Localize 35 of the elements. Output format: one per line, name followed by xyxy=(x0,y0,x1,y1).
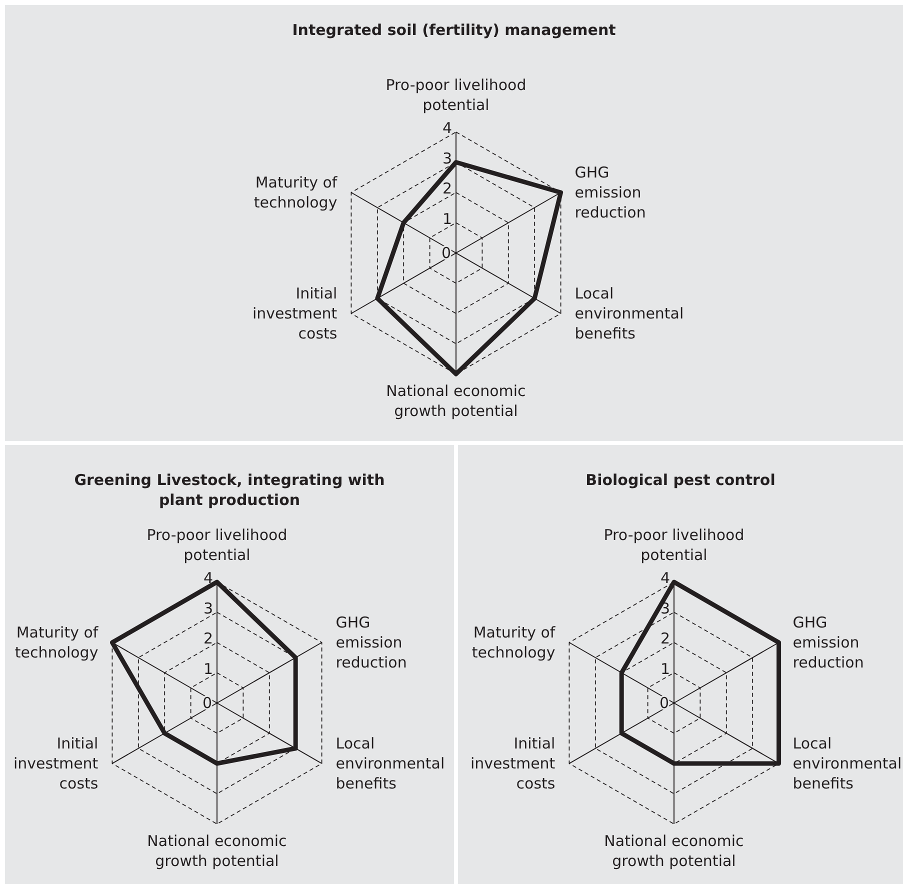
spoke-label: Initial investment costs xyxy=(252,284,338,342)
y-tick-label: 0 xyxy=(659,694,669,712)
spoke-label: Maturity of technology xyxy=(14,624,99,662)
spoke-label: Initial investment costs xyxy=(13,734,98,792)
spoke-label: National economic growth potential xyxy=(147,832,287,870)
spoke-label: Maturity of technology xyxy=(254,174,338,212)
spoke-label: Local environmental benefits xyxy=(792,734,902,792)
y-tick-label: 1 xyxy=(660,660,670,678)
spoke-label: Pro-poor livelihood potential xyxy=(386,76,526,114)
spoke-label: National economic growth potential xyxy=(604,832,744,870)
y-tick-label: 4 xyxy=(442,119,452,137)
spoke-label: Local environmental benefits xyxy=(336,734,445,792)
spoke-label: National economic growth potential xyxy=(386,382,526,420)
y-tick-label: 2 xyxy=(203,630,213,648)
y-tick-label: 2 xyxy=(660,630,670,648)
chart-title: Integrated soil (fertility) management xyxy=(292,21,616,39)
spoke-label: GHG emission reduction xyxy=(792,614,864,672)
y-tick-label: 0 xyxy=(202,694,212,712)
spoke-label: Pro-poor livelihood potential xyxy=(604,526,744,564)
y-tick-label: 0 xyxy=(441,244,451,262)
y-tick-label: 4 xyxy=(203,569,213,587)
y-tick-label: 4 xyxy=(660,569,670,587)
chart-title: Greening Livestock, integrating with plant production xyxy=(74,471,385,509)
y-tick-label: 3 xyxy=(442,149,452,168)
spoke-label: Pro-poor livelihood potential xyxy=(146,526,288,564)
spoke-label: Local environmental benefits xyxy=(574,284,684,342)
y-tick-label: 1 xyxy=(442,210,452,228)
spoke-label: Initial investment costs xyxy=(470,734,556,792)
spoke-label: GHG emission reduction xyxy=(574,164,646,222)
y-tick-label: 3 xyxy=(203,599,213,618)
spoke-label: GHG emission reduction xyxy=(336,614,407,672)
chart-title: Biological pest control xyxy=(586,471,776,489)
spoke-label: Maturity of technology xyxy=(472,624,556,662)
y-tick-label: 1 xyxy=(203,660,213,678)
y-tick-label: 2 xyxy=(442,180,452,198)
